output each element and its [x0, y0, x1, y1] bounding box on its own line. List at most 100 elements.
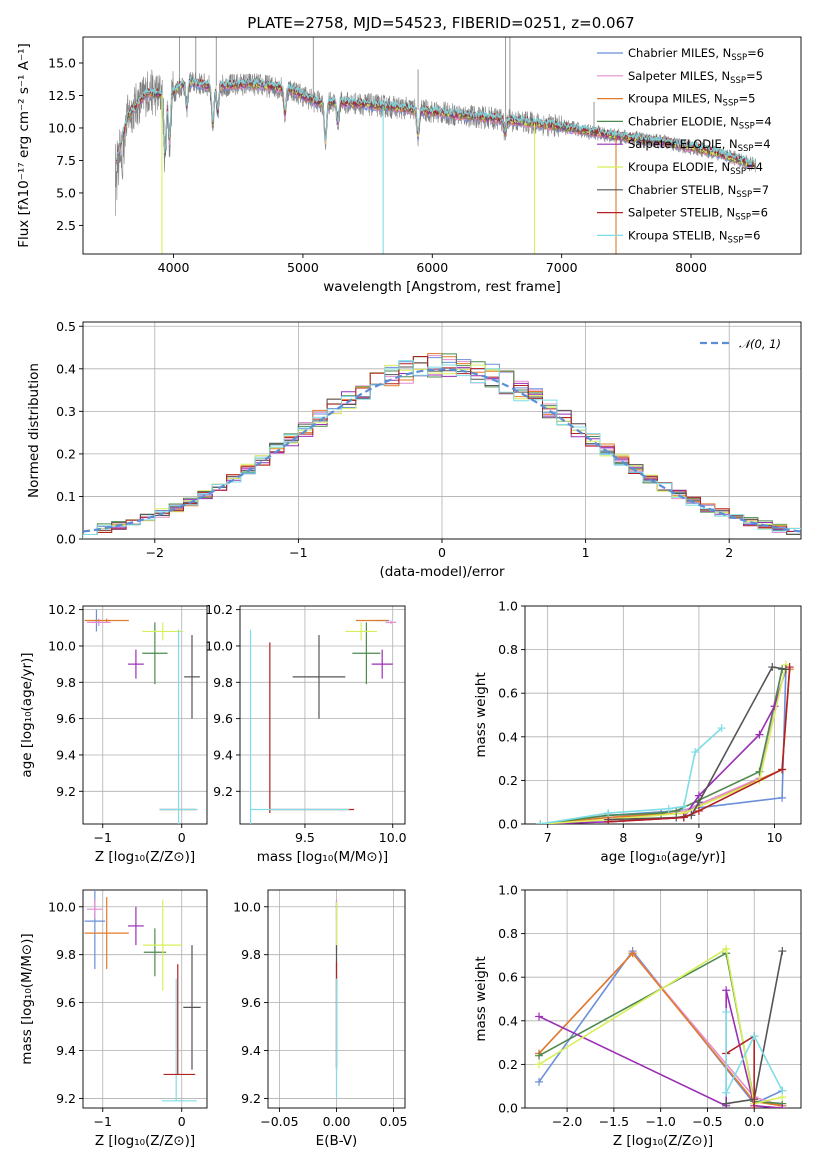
age-vs-Z-points: [84, 609, 200, 824]
plus-marker: [778, 1086, 787, 1095]
y-tick-label: 9.4: [241, 1043, 261, 1058]
mass-weight-vs-age-axes: 7 8 9 10 0.0 0.2 0.4 0.6 0.8 1.0 age [log₁₀(age/yr…: [473, 599, 802, 865]
mass-weight-vs-Z-ylabel: mass weight: [473, 956, 489, 1041]
y-tick-label: 0.2: [498, 1057, 518, 1072]
age-vs-Z-axes: −1 0 9.2 9.4 9.6 9.8 10.0 10.2 Z [log₁₀(Z/Z⊙)] ag…: [19, 602, 208, 865]
y-tick-label: 0.6: [498, 686, 518, 701]
x-tick-label: −1: [94, 830, 112, 845]
x-tick-label: 5000: [287, 260, 319, 275]
legend-label: 𝒩(0, 1): [739, 337, 781, 351]
x-tick-label: 4000: [158, 260, 190, 275]
x-tick-label: −2.0: [552, 1114, 582, 1129]
model-line-kroupa-stelib: [116, 75, 754, 167]
spectrum-lines: [115, 37, 756, 254]
y-tick-label: 10.0: [205, 638, 233, 653]
x-tick-label: 10: [767, 830, 783, 845]
y-tick-label: 0.4: [498, 729, 518, 744]
age-vs-mass-frame: [239, 605, 406, 825]
legend-label: Kroupa STELIB, NSSP=6: [628, 228, 760, 245]
y-tick-label: 9.4: [56, 1043, 76, 1058]
mass-weight-vs-age-ylabel: mass weight: [473, 672, 489, 757]
age-vs-Z-ylabel: age [log₁₀(age/yr)]: [19, 652, 35, 777]
x-tick-label: 8: [619, 830, 627, 845]
y-tick-label: 9.8: [56, 675, 76, 690]
plus-marker: [604, 809, 613, 818]
legend-label: Chabrier ELODIE, NSSP=4: [628, 114, 772, 131]
y-tick-label: 2.5: [56, 218, 76, 233]
plus-marker: [535, 1077, 544, 1086]
mass-weight-vs-age-xlabel: age [log₁₀(age/yr)]: [600, 849, 725, 865]
mass-weight-vs-age-lines: [536, 660, 794, 824]
mass-weight-vs-age-frame: [524, 605, 802, 825]
y-tick-label: 0.4: [498, 1013, 518, 1028]
y-tick-label: 0.3: [56, 404, 76, 419]
x-tick-label: 6000: [416, 260, 448, 275]
x-tick-label: 0.00: [323, 1114, 351, 1129]
plus-marker: [604, 817, 613, 824]
y-tick-label: 9.6: [241, 995, 261, 1010]
y-tick-label: 9.8: [56, 947, 76, 962]
mass-weight-vs-Z-frame: [524, 889, 802, 1109]
plus-marker: [535, 1012, 544, 1021]
legend-label: Salpeter MILES, NSSP=5: [628, 69, 763, 86]
x-tick-label: −1: [289, 545, 307, 560]
plus-marker: [717, 724, 726, 733]
series-line-salpeter-elodie: [540, 668, 787, 824]
y-tick-label: 9.2: [56, 1091, 76, 1106]
age-vs-Z-frame: [82, 605, 208, 825]
y-tick-label: 9.2: [56, 784, 76, 799]
x-tick-label: −2: [146, 545, 164, 560]
plots-container: 4000 5000 6000 7000 80002.55.07.510.012.515.…: [16, 36, 802, 1149]
x-tick-label: 0: [438, 545, 446, 560]
plus-marker: [750, 1104, 759, 1108]
series-line-kroupa-stelib: [725, 1012, 784, 1094]
y-tick-label: 9.4: [213, 747, 233, 762]
residual-legend: 𝒩(0, 1): [700, 337, 781, 351]
x-tick-label: 10.0: [379, 830, 407, 845]
y-tick-label: 1.0: [498, 883, 518, 898]
mass-vs-ebv-axes: −0.05 0.00 0.05 9.2 9.4 9.6 9.8 10.0 E(B-V): [233, 889, 408, 1149]
legend-label: Kroupa MILES, NSSP=5: [628, 92, 755, 109]
age-vs-mass-axes: 9.5 10.0 9.2 9.4 9.6 9.8 10.0 10.2 mass [log₁₀(M…: [205, 602, 407, 865]
plus-marker: [722, 1099, 731, 1108]
spectrum-xlabel: wavelength [Angstrom, rest frame]: [323, 279, 561, 295]
x-tick-label: 7000: [546, 260, 578, 275]
y-tick-label: 0.0: [498, 1101, 518, 1116]
series-line-kroupa-elodie: [538, 947, 783, 1105]
mass-vs-Z-frame: [82, 889, 208, 1109]
plus-marker: [722, 1008, 731, 1017]
x-tick-label: 0.05: [380, 1114, 408, 1129]
mass-weight-vs-Z-xlabel: Z [log₁₀(Z/Z⊙)]: [613, 1133, 713, 1149]
plus-marker: [628, 949, 637, 958]
histogram-steps: [83, 353, 801, 539]
y-tick-label: 0.8: [498, 642, 518, 657]
plus-marker: [664, 804, 673, 813]
y-tick-label: 12.5: [48, 88, 76, 103]
y-tick-label: 10.2: [205, 602, 233, 617]
normal-curve: [83, 368, 801, 533]
y-tick-label: 10.2: [48, 602, 76, 617]
y-tick-label: 9.2: [213, 784, 233, 799]
series-line-chabrier-stelib: [608, 666, 787, 821]
x-tick-label: −1.5: [599, 1114, 629, 1129]
spectrum-frame: [82, 36, 802, 255]
x-tick-label: 7: [544, 830, 552, 845]
legend-label: Chabrier MILES, NSSP=6: [628, 46, 764, 63]
series-line-kroupa-miles: [538, 951, 783, 1107]
x-tick-label: 0.0: [744, 1114, 764, 1129]
residuals-ylabel: Normed distribution: [26, 363, 42, 498]
y-tick-label: 9.4: [56, 747, 76, 762]
y-tick-label: 10.0: [48, 638, 76, 653]
y-tick-label: 0.6: [498, 970, 518, 985]
y-tick-label: 15.0: [48, 55, 76, 70]
plus-marker: [535, 1051, 544, 1060]
x-tick-label: 2: [725, 545, 733, 560]
x-tick-label: −1: [94, 1114, 112, 1129]
legend-label: Chabrier STELIB, NSSP=7: [628, 183, 769, 200]
plus-marker: [778, 793, 787, 802]
plus-marker: [535, 1060, 544, 1069]
plus-marker: [785, 663, 794, 672]
y-tick-label: 9.8: [241, 947, 261, 962]
age-vs-mass-xlabel: mass [log₁₀(M/M⊙)]: [257, 849, 388, 865]
mass-vs-Z-xlabel: Z [log₁₀(Z/Z⊙)]: [95, 1133, 195, 1149]
